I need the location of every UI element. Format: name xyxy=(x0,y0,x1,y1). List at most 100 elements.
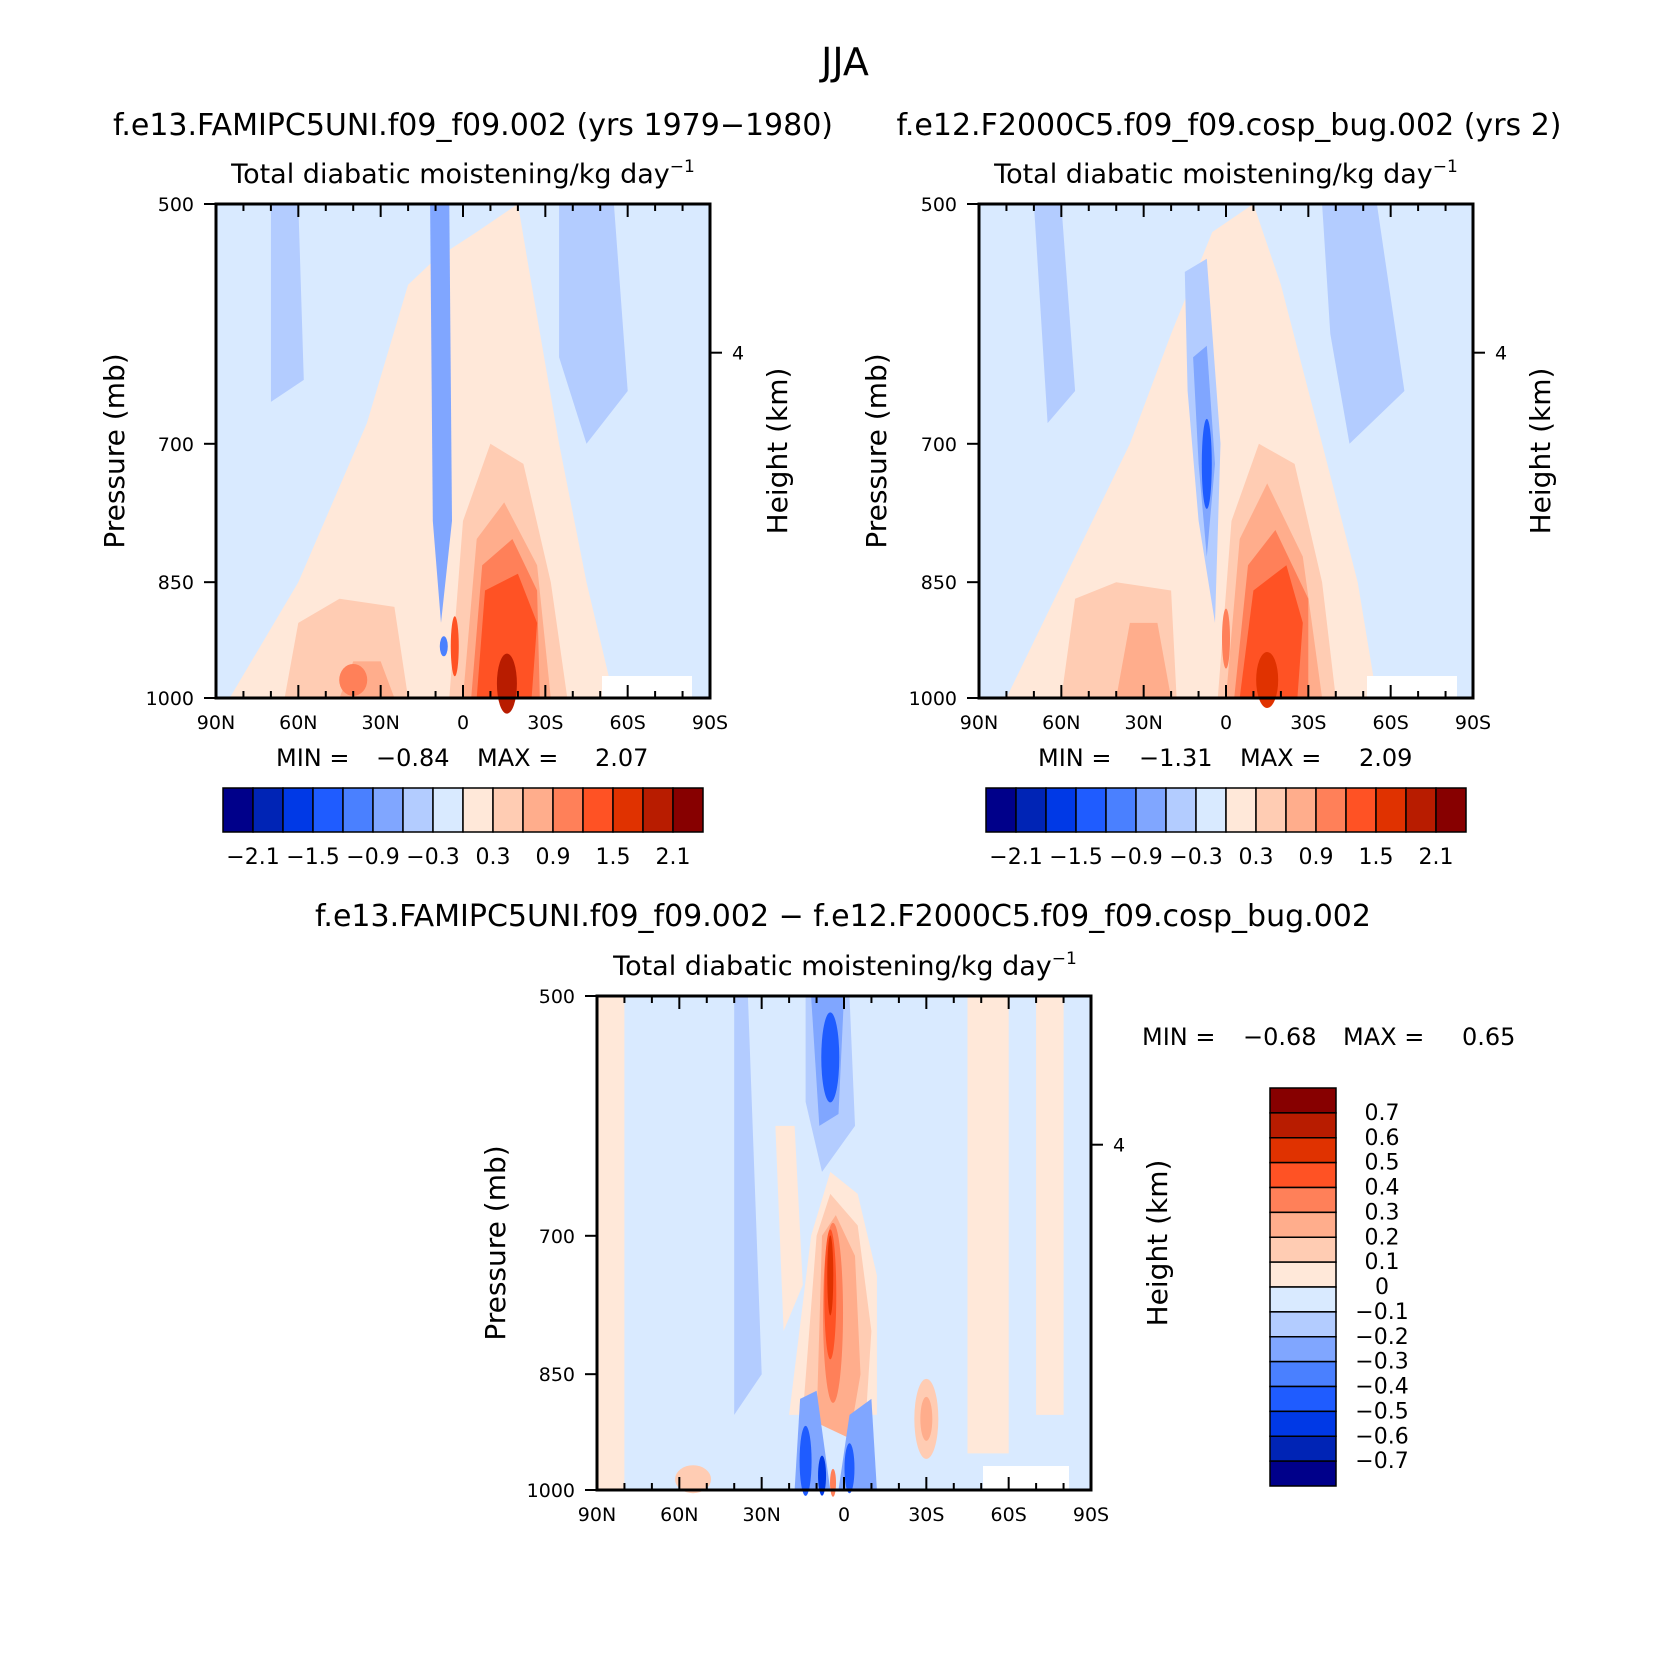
contour-negative xyxy=(734,996,762,1415)
panel-3-missing-patch xyxy=(983,1466,1069,1490)
panel-2-header: f.e12.F2000C5.f09_f09.cosp_bug.002 (yrs … xyxy=(897,108,1562,143)
colorbar-swatch xyxy=(312,787,344,833)
panel-2-ticks: 90N 60N 30N 0 30S 60S 90S 500 700 850 1000 4 xyxy=(909,194,1507,734)
contour-peak xyxy=(496,653,517,714)
contour-negative xyxy=(844,1443,855,1494)
colorbar-swatch xyxy=(1269,1087,1337,1114)
colorbar-swatch xyxy=(1345,787,1377,833)
contour-positive xyxy=(920,1396,933,1441)
colorbar-label: −0.1 xyxy=(1355,1300,1408,1325)
panel-2: f.e12.F2000C5.f09_f09.cosp_bug.002 (yrs … xyxy=(860,108,1561,870)
colorbar-swatch xyxy=(1269,1261,1337,1288)
y-tick-label: 700 xyxy=(539,1226,575,1248)
panel-3-header: f.e13.FAMIPC5UNI.f09_f09.002 − f.e12.F20… xyxy=(315,899,1371,934)
panel-1-ylabel: Pressure (mb) xyxy=(98,353,131,548)
colorbar-swatch xyxy=(672,787,704,833)
colorbar-label: 0.3 xyxy=(1365,1200,1400,1225)
y-tick-label: 500 xyxy=(158,194,194,216)
colorbar-label: 2.1 xyxy=(1419,845,1454,870)
x-tick-label: 60S xyxy=(1373,712,1409,734)
panel-3-min-label: MIN = xyxy=(1142,1023,1215,1051)
x-tick-label: 0 xyxy=(1220,712,1232,734)
panel-2-colorbar: −2.1 −1.5 −0.9 −0.3 0.3 0.9 1.5 2.1 xyxy=(985,787,1467,870)
colorbar-swatch xyxy=(1269,1137,1337,1164)
panel-1-max-label: MAX = xyxy=(477,744,558,772)
colorbar-swatch xyxy=(1315,787,1347,833)
colorbar-label: 1.5 xyxy=(596,845,631,870)
x-tick-label: 30S xyxy=(527,712,563,734)
colorbar-swatch xyxy=(1269,1112,1337,1139)
panel-2-max-label: MAX = xyxy=(1240,744,1321,772)
colorbar-swatch xyxy=(282,787,314,833)
contour-negative xyxy=(430,204,452,623)
panel-2-ylabel: Pressure (mb) xyxy=(860,353,893,548)
colorbar-swatch xyxy=(1269,1286,1337,1313)
colorbar-swatch xyxy=(552,787,584,833)
contour-negative xyxy=(1033,204,1076,424)
panel-2-subtitle: Total diabatic moistening/kg day−1 xyxy=(993,157,1458,190)
x-tick-label: 30S xyxy=(1290,712,1326,734)
colorbar-swatch xyxy=(612,787,644,833)
colorbar-label: −0.9 xyxy=(346,845,399,870)
y-tick-label: 1000 xyxy=(909,688,957,710)
y-tick-label: 500 xyxy=(539,986,575,1008)
colorbar-swatch xyxy=(1135,787,1167,833)
contour-peak xyxy=(827,1235,834,1316)
panel-1-min-label: MIN = xyxy=(276,744,349,772)
x-tick-label: 60S xyxy=(991,1504,1027,1526)
colorbar-swatch xyxy=(522,787,554,833)
colorbar-swatch xyxy=(402,787,434,833)
x-tick-label: 90N xyxy=(197,712,235,734)
colorbar-swatch xyxy=(1269,1211,1337,1238)
x-tick-label: 0 xyxy=(457,712,469,734)
y-tick-label: 700 xyxy=(158,434,194,456)
colorbar-swatch xyxy=(1269,1360,1337,1388)
colorbar-label: 2.1 xyxy=(656,845,691,870)
figure-title: JJA xyxy=(819,40,869,84)
y-tick-label: 1000 xyxy=(146,688,194,710)
contour-positive xyxy=(1239,565,1303,698)
x-tick-label: 0 xyxy=(838,1504,850,1526)
colorbar-label: −0.6 xyxy=(1355,1424,1408,1449)
y-tick-label: 850 xyxy=(921,572,957,594)
colorbar-swatch xyxy=(1269,1236,1337,1263)
contour-negative xyxy=(799,1425,812,1496)
colorbar-label: 0.9 xyxy=(1299,845,1334,870)
contour-min xyxy=(818,1455,827,1496)
panel-3-ticks: 90N 60N 30N 0 30S 60S 90S 500 700 850 1000 4 xyxy=(527,986,1125,1526)
contour-negative xyxy=(270,204,304,402)
panel-1: f.e13.FAMIPC5UNI.f09_f09.002 (yrs 1979−1… xyxy=(98,108,833,870)
y-tick-label: 850 xyxy=(539,1364,575,1386)
x-tick-label: 90S xyxy=(1073,1504,1109,1526)
colorbar-swatch xyxy=(432,787,464,833)
colorbar-swatch xyxy=(1225,787,1257,833)
panel-2-min-value: −1.31 xyxy=(1139,744,1213,772)
x-tick-label: 60N xyxy=(279,712,317,734)
panel-3-min-value: −0.68 xyxy=(1243,1023,1317,1051)
y-tick-label: 700 xyxy=(921,434,957,456)
contour-positive xyxy=(775,1125,803,1331)
colorbar-swatch xyxy=(1269,1385,1337,1413)
colorbar-swatch xyxy=(1375,787,1407,833)
colorbar-label: −1.5 xyxy=(286,845,339,870)
x-tick-label: 90S xyxy=(692,712,728,734)
panel-3-contours xyxy=(597,996,1064,1497)
colorbar-label: 0.9 xyxy=(536,845,571,870)
x-tick-label: 60S xyxy=(610,712,646,734)
x-tick-label: 30N xyxy=(742,1504,780,1526)
colorbar-swatch xyxy=(1269,1186,1337,1214)
panel-2-ylabel-right: Height (km) xyxy=(1524,368,1557,535)
colorbar-swatch xyxy=(462,787,494,833)
contour-peak xyxy=(1256,651,1279,708)
contour-positive xyxy=(339,663,368,696)
panel-1-min-value: −0.84 xyxy=(376,744,450,772)
panel-2-min-label: MIN = xyxy=(1038,744,1111,772)
colorbar-label: 0.2 xyxy=(1365,1225,1400,1250)
colorbar-swatch xyxy=(252,787,284,833)
colorbar-swatch xyxy=(642,787,674,833)
colorbar-swatch xyxy=(1045,787,1077,833)
panel-1-missing-patch xyxy=(602,676,692,698)
contour-negative xyxy=(1322,204,1405,444)
panel-2-plot: 90N 60N 30N 0 30S 60S 90S 500 700 850 1000 4 xyxy=(909,194,1507,734)
colorbar-swatch xyxy=(1269,1410,1337,1437)
